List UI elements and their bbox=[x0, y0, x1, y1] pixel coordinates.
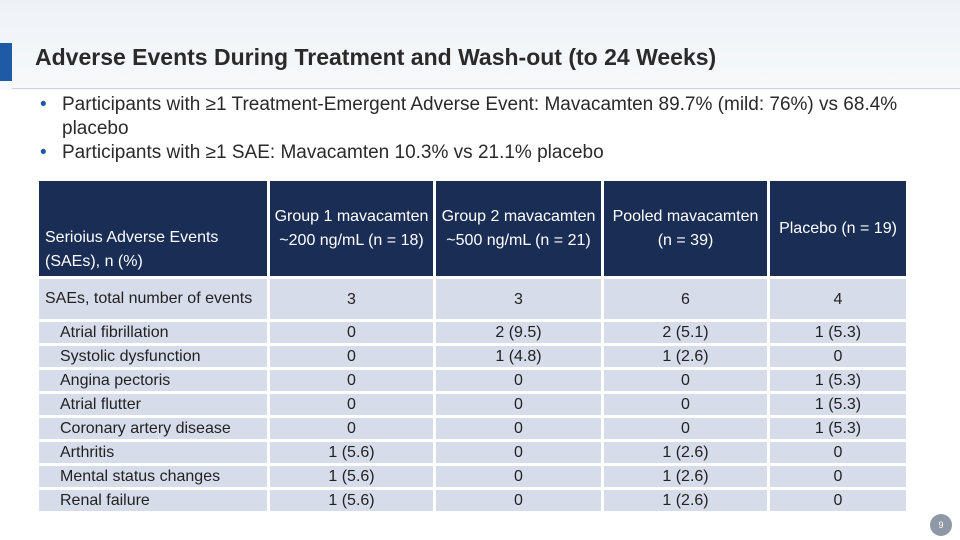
row-label: Systolic dysfunction bbox=[39, 346, 267, 367]
page-number-badge: 9 bbox=[930, 514, 952, 536]
cell-placebo: 0 bbox=[770, 490, 906, 511]
bullet-text: Participants with ≥1 Treatment-Emergent … bbox=[62, 94, 898, 139]
cell-placebo: 0 bbox=[770, 442, 906, 463]
cell-pooled: 0 bbox=[604, 394, 767, 415]
cell-group2: 1 (4.8) bbox=[436, 346, 601, 367]
table-row: Coronary artery disease 0 0 0 1 (5.3) bbox=[39, 418, 906, 439]
bullet-text: Participants with ≥1 SAE: Mavacamten 10.… bbox=[62, 142, 604, 163]
table-row: Mental status changes 1 (5.6) 0 1 (2.6) … bbox=[39, 466, 906, 487]
row-label: Renal failure bbox=[39, 490, 267, 511]
cell-group2: 0 bbox=[436, 370, 601, 391]
table-row: Atrial flutter 0 0 0 1 (5.3) bbox=[39, 394, 906, 415]
cell-placebo: 4 bbox=[770, 279, 906, 319]
header-cell-group1: Group 1 mavacamten ~200 ng/mL (n = 18) bbox=[270, 181, 433, 276]
row-label: Atrial fibrillation bbox=[39, 322, 267, 343]
cell-pooled: 1 (2.6) bbox=[604, 490, 767, 511]
sae-table: Serioius Adverse Events (SAEs), n (%) Gr… bbox=[36, 178, 909, 514]
header-cell-placebo: Placebo (n = 19) bbox=[770, 181, 906, 276]
cell-pooled: 2 (5.1) bbox=[604, 322, 767, 343]
bullet-dot-icon: • bbox=[40, 94, 47, 115]
cell-placebo: 0 bbox=[770, 346, 906, 367]
slide-title: Adverse Events During Treatment and Wash… bbox=[35, 44, 717, 70]
cell-group1: 0 bbox=[270, 322, 433, 343]
cell-group1: 1 (5.6) bbox=[270, 442, 433, 463]
cell-pooled: 1 (2.6) bbox=[604, 466, 767, 487]
cell-pooled: 6 bbox=[604, 279, 767, 319]
cell-group2: 0 bbox=[436, 442, 601, 463]
header-cell-pooled: Pooled mavacamten (n = 39) bbox=[604, 181, 767, 276]
cell-placebo: 1 (5.3) bbox=[770, 418, 906, 439]
row-label: Coronary artery disease bbox=[39, 418, 267, 439]
bullet-dot-icon: • bbox=[40, 142, 47, 163]
cell-group2: 0 bbox=[436, 490, 601, 511]
cell-pooled: 1 (2.6) bbox=[604, 346, 767, 367]
cell-group2: 0 bbox=[436, 418, 601, 439]
row-label: Angina pectoris bbox=[39, 370, 267, 391]
table-row: Angina pectoris 0 0 0 1 (5.3) bbox=[39, 370, 906, 391]
cell-group1: 0 bbox=[270, 418, 433, 439]
table-row: Arthritis 1 (5.6) 0 1 (2.6) 0 bbox=[39, 442, 906, 463]
row-label: Mental status changes bbox=[39, 466, 267, 487]
bullet-list: • Participants with ≥1 Treatment-Emergent… bbox=[40, 93, 920, 165]
cell-group2: 0 bbox=[436, 394, 601, 415]
cell-placebo: 1 (5.3) bbox=[770, 370, 906, 391]
cell-placebo: 0 bbox=[770, 466, 906, 487]
cell-group1: 3 bbox=[270, 279, 433, 319]
cell-group1: 0 bbox=[270, 346, 433, 367]
row-label: SAEs, total number of events bbox=[39, 279, 267, 319]
cell-group1: 1 (5.6) bbox=[270, 490, 433, 511]
table-row-total: SAEs, total number of events 3 3 6 4 bbox=[39, 279, 906, 319]
cell-group2: 3 bbox=[436, 279, 601, 319]
cell-group1: 1 (5.6) bbox=[270, 466, 433, 487]
row-label: Arthritis bbox=[39, 442, 267, 463]
cell-pooled: 0 bbox=[604, 370, 767, 391]
cell-placebo: 1 (5.3) bbox=[770, 322, 906, 343]
header-cell-group2: Group 2 mavacamten ~500 ng/mL (n = 21) bbox=[436, 181, 601, 276]
title-accent-bar bbox=[0, 43, 12, 81]
table-header-row: Serioius Adverse Events (SAEs), n (%) Gr… bbox=[39, 181, 906, 276]
header-cell-label: Serioius Adverse Events (SAEs), n (%) bbox=[39, 181, 267, 276]
header-band bbox=[0, 0, 960, 90]
cell-pooled: 1 (2.6) bbox=[604, 442, 767, 463]
cell-group2: 2 (9.5) bbox=[436, 322, 601, 343]
table-row: Atrial fibrillation 0 2 (9.5) 2 (5.1) 1 … bbox=[39, 322, 906, 343]
table-row: Renal failure 1 (5.6) 0 1 (2.6) 0 bbox=[39, 490, 906, 511]
cell-placebo: 1 (5.3) bbox=[770, 394, 906, 415]
cell-group2: 0 bbox=[436, 466, 601, 487]
cell-group1: 0 bbox=[270, 394, 433, 415]
bullet-item: • Participants with ≥1 SAE: Mavacamten 10… bbox=[40, 141, 920, 165]
cell-pooled: 0 bbox=[604, 418, 767, 439]
table-row: Systolic dysfunction 0 1 (4.8) 1 (2.6) 0 bbox=[39, 346, 906, 367]
row-label: Atrial flutter bbox=[39, 394, 267, 415]
title-divider bbox=[12, 88, 960, 89]
bullet-item: • Participants with ≥1 Treatment-Emergent… bbox=[40, 93, 920, 141]
cell-group1: 0 bbox=[270, 370, 433, 391]
